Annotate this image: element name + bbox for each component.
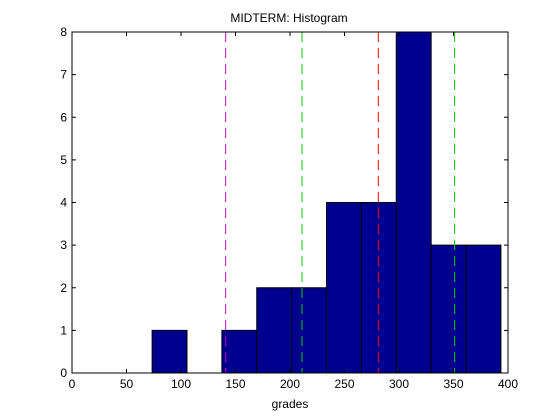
histogram-bar-7	[395, 31, 432, 374]
histogram-bar-5	[326, 202, 362, 374]
y-tick-label-0: 0	[60, 366, 67, 380]
x-tick-label-5: 250	[334, 377, 354, 391]
y-tick-label-4: 4	[60, 196, 67, 210]
x-tick-label-4: 200	[280, 377, 300, 391]
y-tick-label-2: 2	[60, 281, 67, 295]
y-tick-label-5: 5	[60, 153, 67, 167]
x-tick-label-0: 0	[69, 377, 76, 391]
bars-group	[151, 31, 502, 374]
x-tick-label-3: 150	[225, 377, 245, 391]
x-tick-label-2: 100	[171, 377, 191, 391]
x-tick-label-8: 400	[498, 377, 518, 391]
chart-title: MIDTERM: Histogram	[230, 11, 347, 25]
histogram-bar-0	[151, 329, 188, 374]
x-tick-label-7: 350	[443, 377, 463, 391]
histogram-bar-2	[221, 329, 258, 374]
y-tick-label-7: 7	[60, 68, 67, 82]
histogram-bar-4	[291, 287, 328, 374]
x-axis-label: grades	[272, 397, 309, 411]
histogram-bar-8	[430, 244, 467, 374]
reference-lines-group	[225, 32, 456, 373]
histogram-bar-3	[256, 287, 293, 374]
x-tick-label-6: 300	[389, 377, 409, 391]
x-ticks-group: 0 50 100 150 200 250 300 350 400	[69, 32, 518, 391]
x-tick-label-1: 50	[120, 377, 134, 391]
histogram-bar-9	[465, 244, 502, 374]
y-ticks-group: 0 1 2 3 4 5 6 7 8	[60, 25, 508, 380]
histogram-bar-6	[360, 202, 397, 374]
y-tick-label-1: 1	[60, 323, 67, 337]
y-tick-label-8: 8	[60, 25, 67, 39]
y-tick-label-6: 6	[60, 110, 67, 124]
y-tick-label-3: 3	[60, 238, 67, 252]
